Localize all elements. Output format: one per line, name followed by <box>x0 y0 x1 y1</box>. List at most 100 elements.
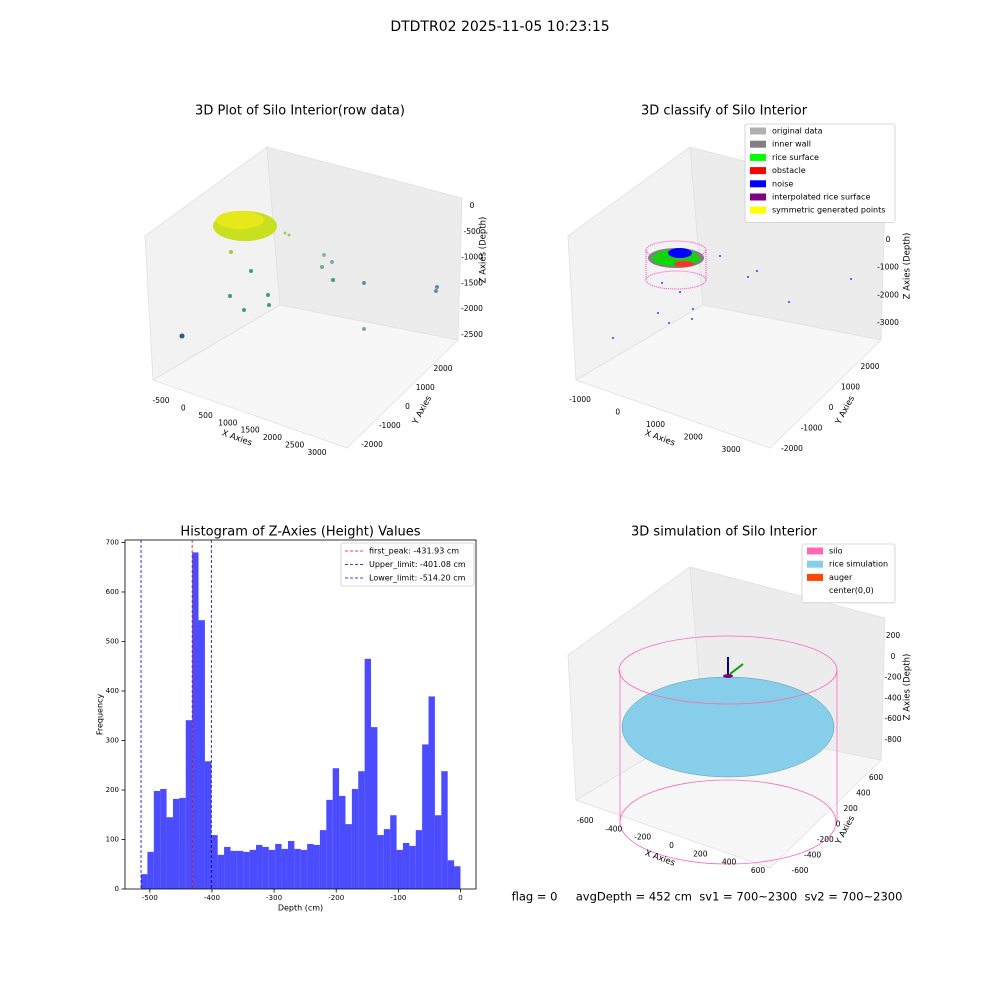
z-axis-label: Z Axies (Depth) <box>903 233 913 300</box>
bar <box>141 874 148 889</box>
x-tick-label: -400 <box>204 894 220 902</box>
legend-box <box>340 542 475 587</box>
bar <box>275 843 282 889</box>
bar <box>307 843 314 889</box>
y-tick-label: 2000 <box>860 362 879 371</box>
bar <box>390 815 397 889</box>
z-tick-label: 0 <box>886 235 891 244</box>
legend-label: symmetric generated points <box>772 206 885 215</box>
point-cloud <box>216 211 264 229</box>
z-tick-label: 200 <box>886 631 901 640</box>
x-tick-label: 2500 <box>285 441 304 450</box>
y-tick-label: 300 <box>106 736 119 744</box>
y-tick-label: 1000 <box>416 383 435 392</box>
legend-swatch <box>750 167 766 175</box>
bar <box>192 552 199 889</box>
bar <box>166 817 173 889</box>
y-axis-label: Frequency <box>96 694 105 736</box>
legend-swatch <box>750 140 766 148</box>
legend-swatch <box>807 560 823 568</box>
z-tick-label: -800 <box>884 735 901 744</box>
silo <box>618 635 838 705</box>
x-tick-label: 600 <box>751 866 766 875</box>
legend-label: Lower_limit: -514.20 cm <box>369 574 466 583</box>
y-tick-label: 500 <box>106 637 119 645</box>
rice-simulation <box>621 676 835 778</box>
legend-label: rice surface <box>772 153 819 162</box>
plot-title: 3D Plot of Silo Interior(row data) <box>195 104 405 119</box>
bar <box>428 696 435 889</box>
legend-label: interpolated rice surface <box>772 193 870 202</box>
bar <box>172 798 180 889</box>
bar <box>377 835 384 889</box>
x-tick-label: 3000 <box>307 448 326 457</box>
bar <box>358 771 365 889</box>
z-tick-label: -1000 <box>461 253 483 262</box>
legend-label: original data <box>772 127 823 136</box>
bar <box>294 848 301 889</box>
x-tick-label: -200 <box>328 894 344 902</box>
y-tick-label: -1000 <box>379 421 401 430</box>
legend-label: rice simulation <box>829 560 888 569</box>
x-tick-label: 400 <box>722 858 737 867</box>
z-tick-label: -1500 <box>461 278 483 287</box>
bar <box>243 851 250 889</box>
y-tick-label: 400 <box>106 687 119 695</box>
y-tick-label: 0 <box>115 885 119 893</box>
bar <box>422 744 429 889</box>
bar <box>249 849 257 889</box>
bar <box>409 845 416 889</box>
y-tick-label: 700 <box>106 538 119 546</box>
bar <box>217 854 225 889</box>
y-tick-label: 600 <box>106 588 119 596</box>
bar <box>364 658 372 889</box>
legend-swatch <box>750 127 766 135</box>
z-axis-label: Z Axies (Depth) <box>903 654 913 721</box>
x-tick-label: 200 <box>693 849 708 858</box>
bar <box>447 860 455 889</box>
x-tick-label: -1000 <box>569 395 591 404</box>
pane <box>575 304 882 449</box>
legend-box <box>801 543 896 604</box>
bar <box>147 851 154 889</box>
bar <box>351 789 359 889</box>
z-tick-label: -2000 <box>877 290 899 299</box>
bar <box>383 829 391 889</box>
legend-swatch <box>807 547 823 555</box>
bar <box>345 824 352 889</box>
bar <box>319 830 327 889</box>
bar <box>204 761 212 889</box>
z-tick-label: -1000 <box>877 263 899 272</box>
bar <box>396 849 403 889</box>
legend-label: noise <box>772 179 793 188</box>
bar <box>434 815 442 889</box>
z-axis-label: Z Axies (Depth) <box>479 217 489 284</box>
x-tick-label: -200 <box>634 833 651 842</box>
bar <box>262 846 269 889</box>
y-tick-label: 600 <box>869 773 884 782</box>
obstacle <box>674 261 694 267</box>
bar <box>287 840 295 889</box>
y-tick-label: 200 <box>106 786 119 794</box>
axes-frame <box>124 539 477 890</box>
y-tick-label: 1000 <box>841 383 860 392</box>
bar <box>153 790 161 889</box>
y-tick-label: 0 <box>405 402 410 411</box>
noise <box>668 248 692 258</box>
center <box>723 674 733 678</box>
y-tick-label: -2000 <box>781 444 803 453</box>
y-tick-label: -200 <box>817 835 834 844</box>
bar <box>415 830 423 889</box>
bar <box>313 844 320 889</box>
plot-title: Histogram of Z-Axies (Height) Values <box>180 525 420 540</box>
bar <box>230 850 237 889</box>
legend-label: obstacle <box>772 166 806 175</box>
bar <box>179 797 186 889</box>
x-tick-label: -100 <box>390 894 406 902</box>
z-tick-label: -3000 <box>877 318 899 327</box>
x-tick-label: -300 <box>266 894 282 902</box>
bar <box>441 771 448 889</box>
z-tick-label: -2500 <box>461 330 483 339</box>
y-tick-label: 0 <box>829 403 834 412</box>
